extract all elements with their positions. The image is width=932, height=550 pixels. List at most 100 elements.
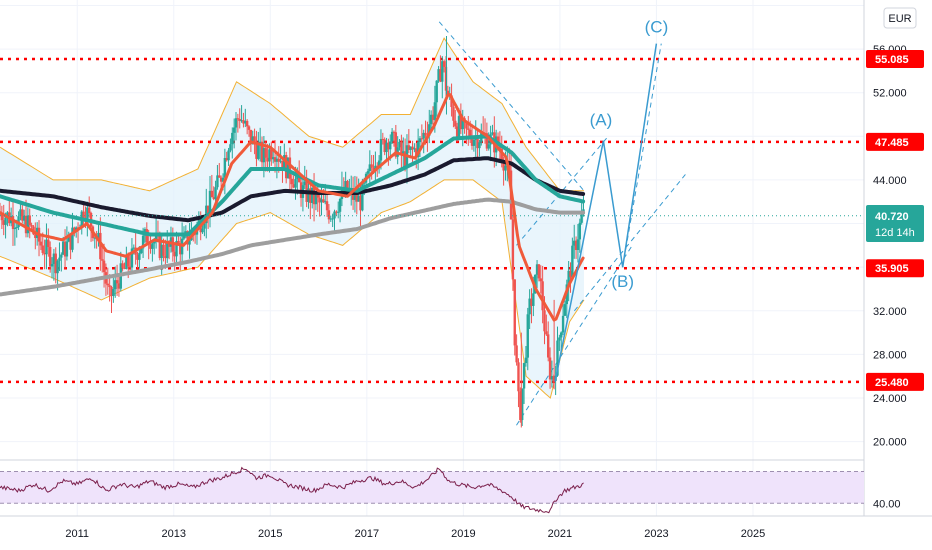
candle-body bbox=[437, 69, 440, 81]
candle-body bbox=[569, 270, 572, 278]
candle-body bbox=[567, 270, 570, 285]
candle-body bbox=[179, 243, 182, 255]
candle-body bbox=[271, 157, 275, 160]
currency-box[interactable] bbox=[883, 7, 917, 29]
candle-body bbox=[279, 160, 282, 162]
candle-body bbox=[22, 215, 26, 221]
currency-label[interactable]: EUR bbox=[888, 13, 911, 25]
candle-body bbox=[524, 357, 528, 364]
bollinger-band bbox=[0, 37, 585, 399]
candle-body bbox=[398, 141, 401, 148]
candle-body bbox=[24, 215, 28, 234]
candle-body bbox=[154, 234, 158, 242]
candle-body bbox=[439, 69, 442, 82]
candle-body bbox=[563, 304, 567, 316]
candle-body bbox=[415, 148, 418, 158]
candle-body bbox=[541, 281, 544, 311]
candle-body bbox=[21, 209, 24, 221]
candle-body bbox=[173, 251, 176, 257]
candle-body bbox=[166, 242, 169, 259]
candle-body bbox=[442, 61, 446, 67]
candle-body bbox=[290, 178, 293, 185]
candle-body bbox=[97, 232, 100, 240]
candle-body bbox=[245, 120, 249, 127]
candle-body bbox=[361, 183, 364, 211]
time-axis[interactable]: 2011 2013 2015 2017 2019 2021 2023 2025 bbox=[65, 528, 765, 540]
candle-body bbox=[548, 357, 552, 380]
candle-body bbox=[60, 254, 63, 258]
level-badge bbox=[866, 132, 924, 151]
candle-body bbox=[47, 239, 50, 248]
candle-body bbox=[208, 190, 212, 215]
candle-body bbox=[136, 254, 139, 260]
candle-body bbox=[65, 241, 69, 257]
candle-body bbox=[73, 227, 76, 232]
candle-body bbox=[87, 207, 91, 213]
ma-line-ema_slow bbox=[0, 156, 586, 223]
candle-body bbox=[520, 388, 524, 421]
candle-body bbox=[121, 263, 124, 269]
candle-body bbox=[355, 191, 358, 202]
candle-body bbox=[158, 235, 162, 258]
time-tick-label: 2013 bbox=[162, 528, 186, 540]
candle-body bbox=[238, 118, 241, 121]
wave-label: (B) bbox=[611, 272, 634, 291]
candle-body bbox=[580, 214, 583, 223]
candle-body bbox=[381, 138, 385, 140]
candle-body bbox=[331, 218, 334, 220]
candle-body bbox=[571, 245, 574, 278]
candle-body bbox=[422, 132, 425, 139]
candle-body bbox=[141, 235, 145, 249]
candle-body bbox=[34, 234, 37, 239]
candle-body bbox=[353, 191, 357, 200]
time-tick-label: 2015 bbox=[258, 528, 282, 540]
candle-body bbox=[210, 190, 214, 198]
candle-body bbox=[132, 247, 135, 249]
candle-body bbox=[284, 155, 288, 179]
candle-body bbox=[379, 138, 383, 161]
candle-body bbox=[560, 332, 563, 338]
candle-body bbox=[517, 362, 520, 392]
price-tick-label: 28.000 bbox=[873, 349, 907, 361]
ma-line-ema_fast bbox=[0, 93, 585, 322]
candle-body bbox=[232, 127, 236, 133]
candle-body bbox=[67, 234, 70, 242]
candle-body bbox=[26, 215, 30, 234]
candle-body bbox=[457, 116, 461, 138]
candle-body bbox=[270, 149, 273, 160]
candle-body bbox=[114, 280, 117, 290]
candle-body bbox=[117, 283, 121, 289]
candle-body bbox=[223, 157, 227, 178]
candle-body bbox=[58, 257, 61, 261]
candle-body bbox=[140, 248, 143, 254]
candle-body bbox=[376, 165, 379, 167]
candle-body bbox=[214, 187, 217, 200]
candle-body bbox=[110, 287, 113, 297]
channel-line bbox=[574, 174, 686, 312]
candle-body bbox=[394, 132, 398, 157]
candle-body bbox=[461, 118, 464, 130]
candle-body bbox=[229, 144, 232, 151]
candle-body bbox=[454, 120, 457, 127]
candle-body bbox=[545, 331, 548, 335]
bollinger-fill bbox=[0, 38, 584, 398]
candle-body bbox=[403, 151, 407, 167]
rsi-tick-label: 40.00 bbox=[873, 498, 901, 510]
candle-body bbox=[6, 212, 9, 218]
candle-body bbox=[101, 259, 104, 261]
candle-body bbox=[123, 268, 126, 270]
candle-body bbox=[429, 114, 433, 125]
candle-body bbox=[468, 129, 472, 140]
candle-body bbox=[149, 244, 152, 249]
channel-line bbox=[438, 21, 585, 192]
candle-body bbox=[281, 160, 284, 170]
candle-body bbox=[262, 148, 266, 163]
candle-body bbox=[99, 232, 102, 260]
candle-body bbox=[242, 120, 245, 124]
price-tick-label: 32.000 bbox=[873, 306, 907, 318]
candle-body bbox=[251, 136, 254, 145]
candle-body bbox=[206, 205, 210, 215]
candle-body bbox=[50, 263, 54, 267]
price-tick-label: 44.000 bbox=[873, 175, 907, 187]
